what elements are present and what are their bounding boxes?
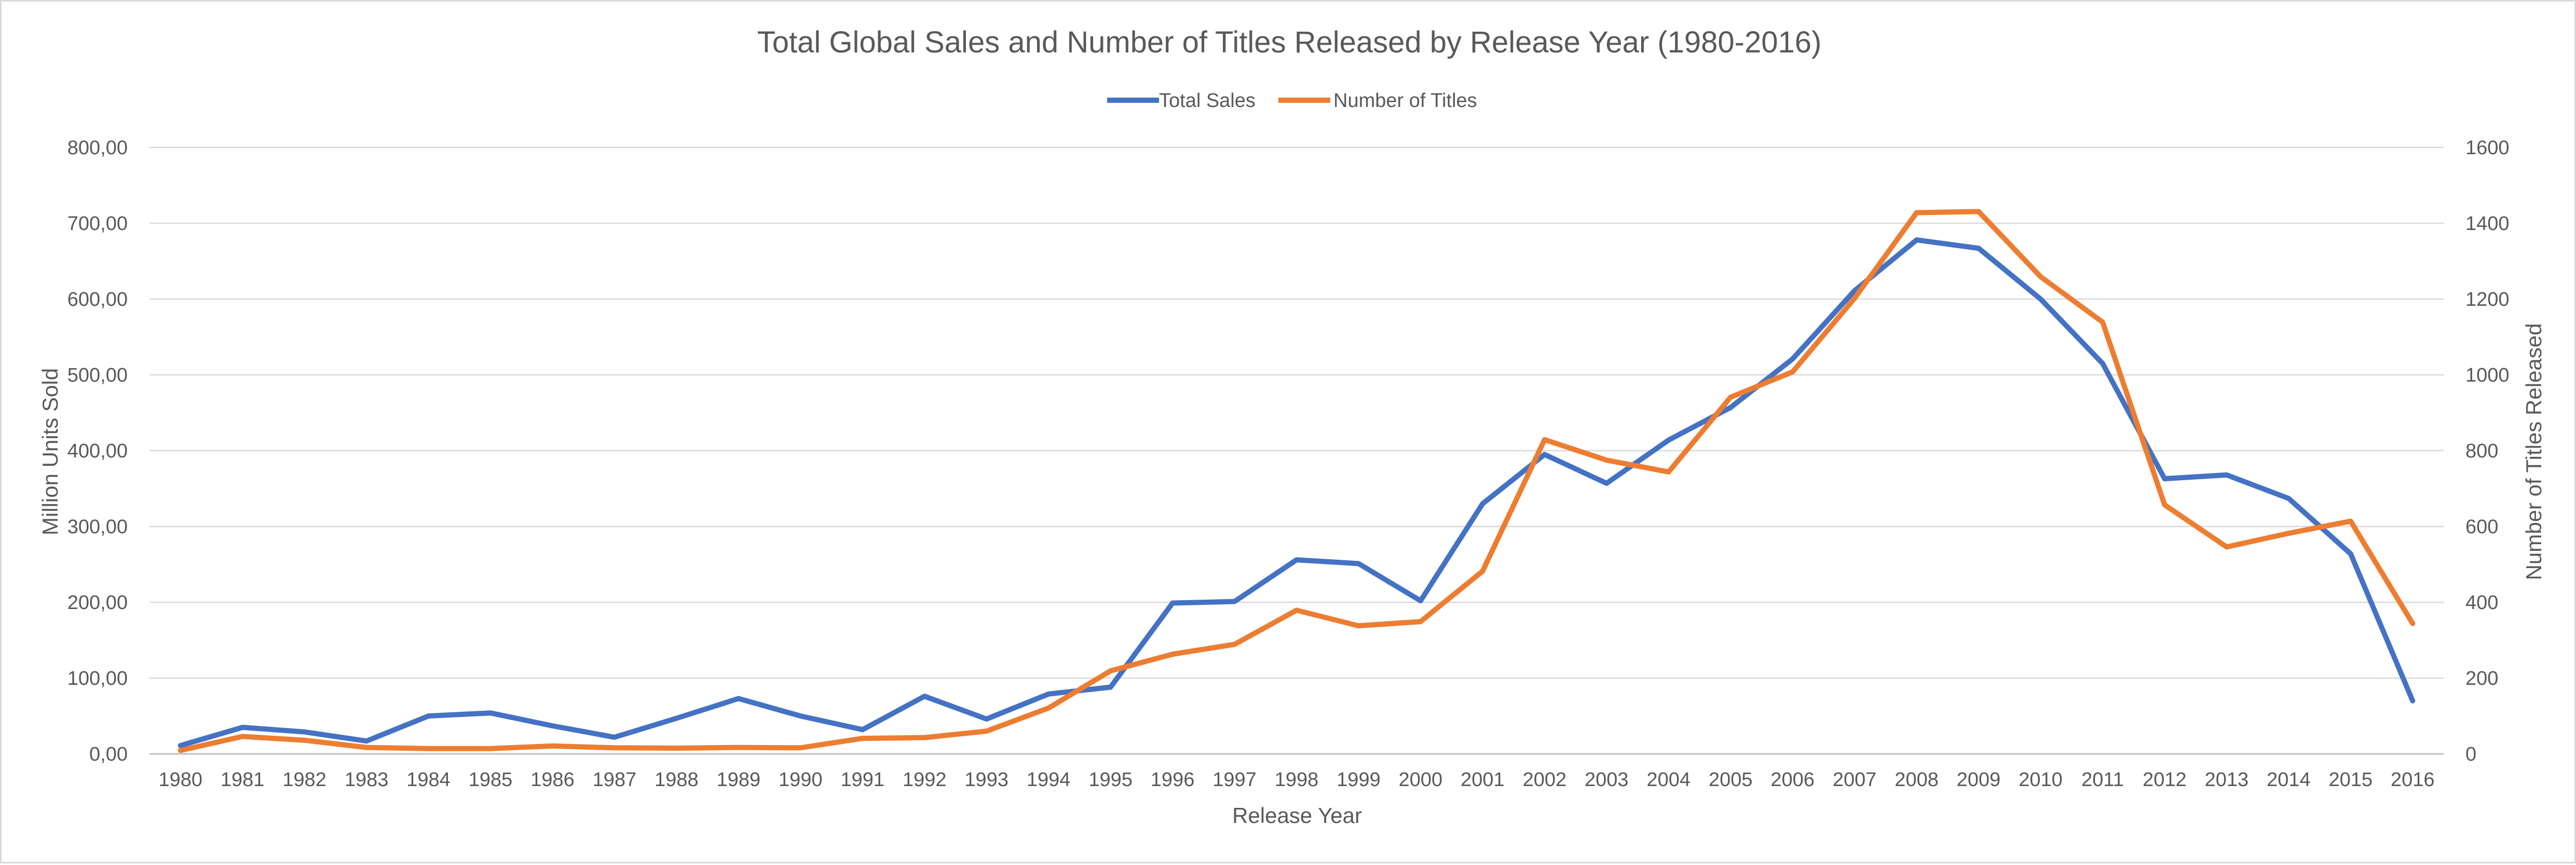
y2-tick-label: 200	[2465, 668, 2498, 690]
x-tick-label: 2009	[1957, 769, 2001, 791]
y2-tick-label: 1000	[2465, 364, 2510, 386]
y2-tick-label: 1400	[2465, 213, 2510, 235]
x-tick-label: 2006	[1770, 769, 1815, 791]
x-tick-label: 2013	[2205, 769, 2249, 791]
x-tick-label: 1997	[1212, 769, 1257, 791]
y-tick-label: 200,00	[67, 592, 128, 614]
gridlines	[149, 146, 2444, 679]
x-tick-label: 2001	[1461, 769, 1505, 791]
x-tick-label: 1987	[593, 769, 637, 791]
x-axis-title: Release Year	[1232, 803, 1362, 828]
x-tick-label: 2000	[1399, 769, 1443, 791]
x-tick-label: 1984	[406, 769, 451, 791]
y2-tick-label: 800	[2465, 440, 2498, 462]
y-tick-label: 600,00	[67, 289, 128, 310]
y2-tick-label: 600	[2465, 516, 2498, 538]
x-tick-label: 2007	[1833, 769, 1877, 791]
legend: Total Sales Number of Titles	[1107, 90, 1477, 112]
series-line-number-of-titles	[178, 209, 2416, 753]
y-axis-title-left: Million Units Sold	[38, 368, 62, 535]
x-tick-label: 1993	[964, 769, 1008, 791]
x-tick-label: 1981	[221, 769, 265, 791]
x-tick-label: 1988	[655, 769, 699, 791]
x-tick-label: 1994	[1027, 769, 1071, 791]
y2-tick-label: 400	[2465, 592, 2498, 614]
y-tick-label: 700,00	[67, 213, 128, 235]
y-tick-label: 500,00	[67, 364, 128, 386]
x-tick-label: 2004	[1646, 769, 1691, 791]
x-tick-label: 2012	[2143, 769, 2187, 791]
series-lines	[178, 209, 2416, 753]
y2-tick-label: 0	[2465, 744, 2476, 765]
legend-label-total-sales: Total Sales	[1159, 90, 1256, 112]
x-tick-label: 1990	[779, 769, 823, 791]
y-axis-title-right: Number of Titles Released	[2522, 323, 2546, 580]
x-tick-label: 1996	[1151, 769, 1195, 791]
chart-title: Total Global Sales and Number of Titles …	[757, 25, 1822, 59]
series-line-total-sales	[178, 237, 2416, 748]
x-tick-label: 2011	[2081, 769, 2124, 791]
x-tick-label: 1985	[469, 769, 513, 791]
x-tick-label: 2002	[1523, 769, 1567, 791]
x-tick-label: 1999	[1337, 769, 1381, 791]
x-tick-label: 2008	[1894, 769, 1939, 791]
x-tick-label: 2014	[2267, 769, 2311, 791]
y2-tick-label: 1200	[2465, 289, 2510, 310]
y2-tick-label: 1600	[2465, 137, 2510, 159]
legend-label-number-of-titles: Number of Titles	[1333, 90, 1477, 112]
x-tick-label: 1992	[903, 769, 947, 791]
x-tick-label: 1983	[345, 769, 389, 791]
x-tick-label: 1998	[1275, 769, 1319, 791]
x-tick-label: 1991	[841, 769, 885, 791]
y-tick-label: 400,00	[67, 440, 128, 462]
x-tick-label: 1980	[158, 769, 202, 791]
x-tick-label: 2005	[1709, 769, 1753, 791]
x-tick-label: 1982	[282, 769, 326, 791]
x-tick-label: 2016	[2391, 769, 2435, 791]
y-tick-label: 0,00	[89, 744, 128, 765]
y-tick-label: 300,00	[67, 516, 128, 538]
y-tick-label: 800,00	[67, 137, 128, 159]
x-tick-label: 2015	[2329, 769, 2373, 791]
y-axis-left: 0,00 100,00 200,00 300,00 400,00 500,00 600,00…	[67, 137, 128, 765]
x-tick-label: 2010	[2019, 769, 2063, 791]
x-tick-label: 2003	[1585, 769, 1629, 791]
x-tick-label: 1986	[530, 769, 575, 791]
x-tick-label: 1989	[717, 769, 761, 791]
y-axis-right: 0 200 400 600 800 1000 1200 1400 1600	[2465, 137, 2510, 765]
y-tick-label: 100,00	[67, 668, 128, 690]
x-tick-label: 1995	[1088, 769, 1133, 791]
x-axis: 1980 1981 1982 1983 1984 1985 1986 1987 1988 1989…	[158, 769, 2434, 791]
